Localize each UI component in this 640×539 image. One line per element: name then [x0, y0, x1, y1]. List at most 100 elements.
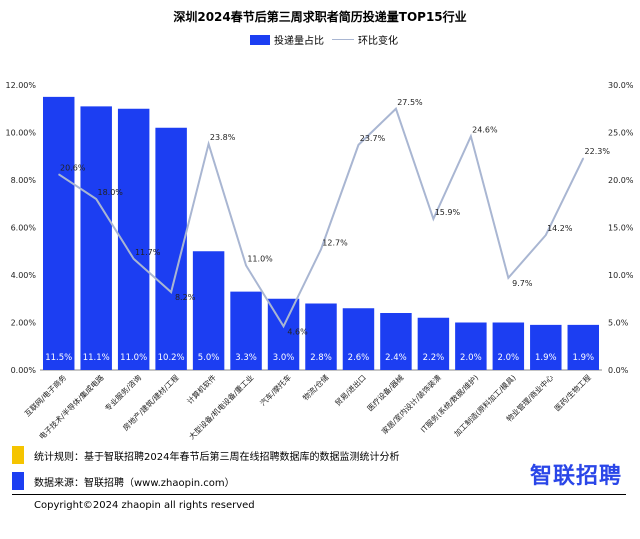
line-point [545, 234, 547, 236]
y-left-tick-label: 0.00% [11, 366, 37, 375]
line-point [58, 173, 60, 175]
x-tick-label: 电子技术/半导体/集成电路 [37, 372, 106, 440]
data-source-text: 数据来源：智联招聘（www.zhaopin.com） [34, 477, 235, 489]
line-point [95, 198, 97, 200]
x-tick-label: 家居/室内设计/装饰装潢 [379, 372, 443, 436]
bar [455, 322, 487, 370]
line-value-label: 15.9% [435, 208, 461, 217]
y-left-tick-label: 2.00% [11, 319, 37, 328]
line-point [582, 157, 584, 159]
line-value-label: 4.6% [287, 327, 308, 336]
x-tick-label: 贸易/进出口 [333, 372, 368, 407]
bar-value-label: 2.0% [460, 353, 482, 363]
line-point [133, 258, 135, 260]
y-right-tick-label: 25.0% [608, 129, 634, 138]
line-value-label: 8.2% [175, 293, 196, 302]
bar-value-label: 3.3% [235, 353, 257, 363]
data-source-marker [12, 472, 24, 490]
stat-rule-marker [12, 446, 24, 464]
bar-value-label: 3.0% [273, 353, 295, 363]
bar-value-label: 2.8% [310, 353, 332, 363]
bar-value-label: 1.9% [535, 353, 557, 363]
x-tick-label: 计算机软件 [184, 372, 218, 406]
y-left-tick-label: 12.00% [5, 81, 36, 90]
bar-value-label: 11.5% [45, 353, 72, 363]
line-value-label: 11.0% [247, 255, 273, 264]
y-left-tick-label: 4.00% [11, 271, 37, 280]
x-tick-label: 大型设备/机电设备/重工业 [186, 372, 255, 440]
line-value-label: 23.8% [210, 133, 236, 142]
y-right-tick-label: 30.0% [608, 81, 634, 90]
legend-line-label: 环比变化 [358, 36, 398, 47]
line-value-label: 14.2% [547, 224, 573, 233]
legend-bar-label: 投递量占比 [274, 36, 324, 47]
legend-bar-swatch [250, 34, 270, 45]
line-value-label: 12.7% [322, 238, 348, 247]
x-tick-label: 汽车/摩托车 [258, 372, 294, 408]
bar [530, 324, 562, 370]
bar [492, 322, 525, 370]
bar-value-label: 2.6% [348, 353, 370, 363]
line-value-label: 27.5% [397, 98, 423, 107]
line-value-label: 23.7% [360, 134, 386, 143]
y-right-tick-label: 20.0% [608, 176, 634, 185]
footer-divider [12, 494, 626, 495]
line-point [432, 218, 434, 220]
y-left-tick-label: 6.00% [11, 224, 37, 233]
x-tick-label: 专业服务/咨询 [102, 372, 143, 413]
line-point [208, 143, 210, 145]
y-left-tick-label: 10.00% [5, 129, 36, 138]
footer: 统计规则：基于智联招聘2024年春节后第三周在线招聘数据库的数据监测统计分析 数… [0, 440, 640, 539]
bar [305, 303, 337, 370]
bar [567, 324, 600, 370]
bar [342, 308, 375, 370]
y-right-tick-label: 15.0% [608, 224, 634, 233]
line-value-label: 9.7% [512, 279, 533, 288]
bar [80, 106, 112, 370]
bar [417, 317, 450, 370]
line-value-label: 22.3% [585, 147, 611, 156]
brand-logo: 智联招聘 [529, 464, 622, 489]
chart-title: 深圳2024春节后第三周求职者简历投递量TOP15行业 [173, 10, 467, 24]
line-point [470, 135, 472, 137]
legend-line-swatch [332, 39, 354, 40]
bar [380, 313, 412, 370]
stat-rule-text: 统计规则：基于智联招聘2024年春节后第三周在线招聘数据库的数据监测统计分析 [34, 451, 400, 463]
combo-chart: 0.00% 2.00% 4.00% 6.00% 8.00% 10.00% 12.00% 0.0… [5, 81, 634, 440]
line-value-label: 20.6% [60, 163, 86, 172]
line-point [320, 248, 322, 250]
bar-value-label: 11.1% [83, 353, 110, 363]
copyright-text: Copyright©2024 zhaopin all rights reserv… [34, 500, 255, 511]
line-value-label: 18.0% [97, 188, 123, 197]
legend-item-line: 环比变化 [332, 32, 398, 47]
line-point [170, 291, 172, 293]
line-value-label: 11.7% [135, 248, 161, 257]
bar [230, 291, 262, 370]
line-point [245, 265, 247, 266]
y-right-tick-label: 5.0% [608, 319, 629, 328]
line-point [357, 144, 359, 146]
x-tick-label: 医疗设备/器械 [365, 372, 406, 413]
x-tick-label: 医药/生物工程 [552, 372, 593, 413]
stat-rule-row: 统计规则：基于智联招聘2024年春节后第三周在线招聘数据库的数据监测统计分析 [12, 446, 399, 464]
bar-value-label: 11.0% [120, 353, 147, 363]
legend-item-bar: 投递量占比 [250, 32, 324, 47]
bar-value-label: 5.0% [198, 353, 220, 363]
bar-value-label: 2.4% [385, 353, 407, 363]
line-point [395, 108, 397, 110]
line-point [507, 277, 509, 279]
legend: 投递量占比 环比变化 [250, 32, 398, 47]
data-source-row: 数据来源：智联招聘（www.zhaopin.com） [12, 472, 235, 490]
bar [192, 251, 225, 370]
bar-value-label: 2.0% [498, 353, 520, 363]
bar-value-label: 1.9% [572, 353, 594, 363]
bar [42, 96, 75, 370]
line-point [283, 325, 285, 327]
bar-value-label: 2.2% [423, 353, 445, 363]
x-tick-label: 加工制造(原料加工/模具) [452, 372, 518, 438]
y-left-tick-label: 8.00% [11, 176, 37, 185]
bar-value-label: 10.2% [158, 353, 185, 363]
bar [117, 108, 150, 370]
y-right-tick-label: 0.0% [608, 366, 629, 375]
line-value-label: 24.6% [472, 125, 498, 134]
